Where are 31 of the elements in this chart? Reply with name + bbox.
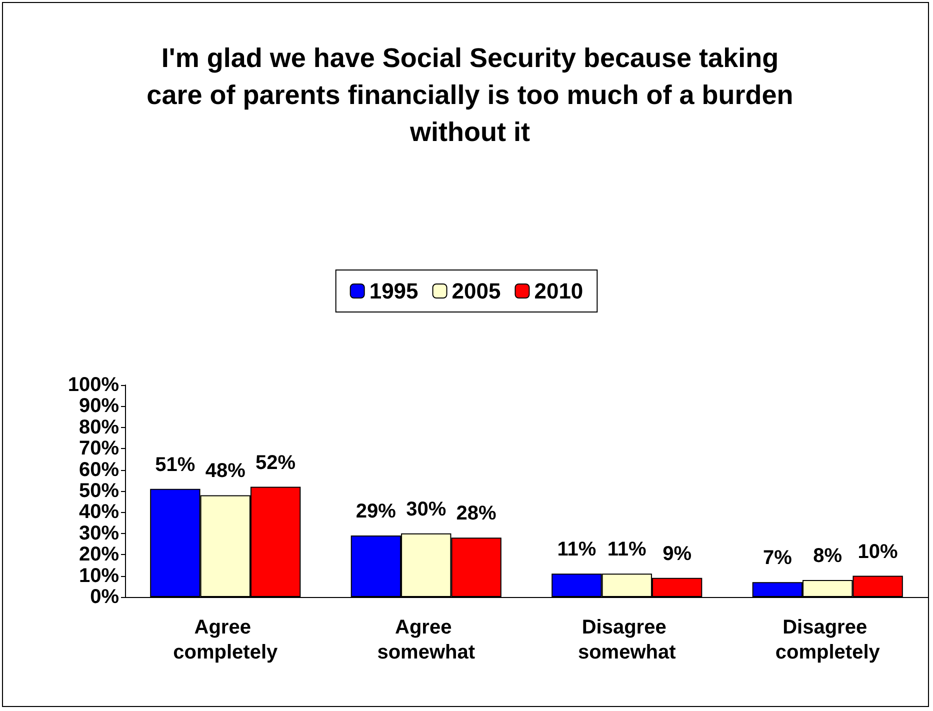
y-tick-label: 40%: [78, 501, 120, 524]
data-label: 52%: [256, 452, 296, 474]
x-tick-label: Disagree completely: [775, 616, 881, 664]
y-tick-label: 70%: [78, 438, 120, 460]
data-label: 10%: [858, 540, 898, 563]
y-tick-label: 50%: [78, 480, 120, 502]
data-label: 30%: [406, 498, 446, 520]
data-label: 11%: [607, 538, 647, 561]
legend-label: 2005: [452, 278, 501, 304]
y-tick-label: 30%: [78, 522, 120, 544]
y-tick-label: 100%: [68, 374, 120, 396]
y-tick-label: 20%: [78, 544, 120, 566]
data-label: 8%: [813, 545, 842, 568]
chart-title: I'm glad we have Social Security because taking care of parents financially is too much of a burden without it: [146, 42, 794, 149]
x-tick-label: Agree completely: [173, 616, 278, 664]
y-tick-label: 60%: [78, 458, 120, 481]
y-tick-label: 90%: [78, 395, 120, 418]
data-label: 11%: [557, 538, 596, 561]
y-tick-label: 0%: [90, 586, 120, 608]
legend-label: 1995: [369, 278, 418, 304]
data-label: 28%: [456, 502, 497, 525]
data-label: 29%: [356, 500, 396, 523]
y-tick-label: 10%: [78, 564, 120, 587]
y-tick-label: 80%: [78, 416, 120, 438]
data-label: 48%: [205, 460, 246, 482]
x-tick-label: Agree somewhat: [377, 616, 476, 664]
data-label: 9%: [662, 542, 692, 565]
x-tick-label: Disagree somewhat: [578, 616, 676, 664]
data-label: 7%: [762, 547, 792, 570]
data-label: 51%: [155, 454, 196, 476]
legend-label: 2010: [534, 278, 584, 304]
